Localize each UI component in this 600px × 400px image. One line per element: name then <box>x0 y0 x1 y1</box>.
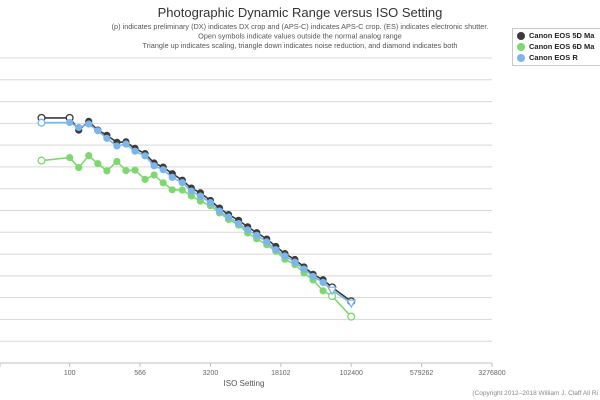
series-1 <box>37 152 356 321</box>
data-point <box>113 157 121 166</box>
data-point <box>244 226 252 234</box>
x-axis: 100 566 3200 18102 102400 579262 3276800 <box>0 363 506 377</box>
data-point <box>37 156 46 165</box>
data-point <box>75 123 83 132</box>
data-point <box>206 199 215 207</box>
data-point <box>159 166 167 174</box>
chart-subtitle-line-3: Triangle up indicates scaling, triangle … <box>143 41 458 50</box>
legend-label: Canon EOS 5D Ma <box>529 31 595 40</box>
legend-marker <box>517 42 525 51</box>
data-point <box>300 265 308 273</box>
data-point <box>347 312 356 321</box>
data-point <box>159 179 167 187</box>
x-tick-label: 100 <box>64 370 76 377</box>
data-point <box>141 175 149 183</box>
legend-item-5d-mark-iv[interactable]: Canon EOS 5D Ma <box>517 31 594 40</box>
data-point <box>187 187 195 195</box>
data-point <box>122 140 130 148</box>
data-point <box>122 167 130 175</box>
legend: Canon EOS 5D Ma Canon EOS 6D Ma Canon EO… <box>512 28 600 66</box>
data-point <box>253 231 261 239</box>
data-point <box>281 252 289 260</box>
legend-item-6d-mark-ii[interactable]: Canon EOS 6D Ma <box>517 42 594 51</box>
x-tick-label: 566 <box>134 370 146 377</box>
data-point <box>75 163 83 172</box>
data-point <box>141 152 149 160</box>
data-point <box>66 118 74 127</box>
data-point <box>37 118 46 127</box>
data-point <box>291 258 299 266</box>
x-axis-label: ISO Setting <box>224 379 265 388</box>
data-point <box>272 246 280 254</box>
data-point <box>196 192 205 200</box>
data-point <box>178 179 186 187</box>
x-tick-label: 3276800 <box>478 370 505 377</box>
copyright-credit: (Copyright 2012–2018 William J. Claff Al… <box>472 390 598 397</box>
data-point <box>263 238 271 246</box>
data-point <box>103 167 111 175</box>
data-point <box>215 207 224 215</box>
chart-subtitle-line-1: (p) indicates preliminary (DX) indicates… <box>112 22 489 31</box>
data-point <box>168 186 176 194</box>
data-point <box>103 134 111 142</box>
data-point <box>309 272 317 281</box>
data-point <box>346 299 357 309</box>
x-tick-label: 102400 <box>340 370 363 377</box>
data-point <box>66 153 74 162</box>
data-point <box>131 166 139 174</box>
chart-subtitle-line-2: Open symbols indicate values outside the… <box>198 32 402 41</box>
data-point <box>327 286 338 296</box>
x-tick-label: 3200 <box>203 370 219 377</box>
data-point <box>234 219 243 228</box>
data-point <box>94 127 102 135</box>
series-layer <box>37 113 357 321</box>
data-point <box>178 186 186 194</box>
x-tick-label: 579262 <box>410 370 433 377</box>
legend-label: Canon EOS R <box>529 53 578 62</box>
x-tick-label: 18102 <box>271 370 291 377</box>
grid <box>0 57 492 364</box>
data-point <box>85 152 93 160</box>
series-2 <box>37 118 357 309</box>
data-point <box>131 147 139 155</box>
legend-label: Canon EOS 6D Ma <box>529 42 595 51</box>
data-point <box>150 171 158 179</box>
data-point <box>150 162 158 170</box>
data-point <box>319 278 327 286</box>
data-point <box>85 120 93 128</box>
data-point <box>224 213 233 221</box>
legend-item-eos-r[interactable]: Canon EOS R <box>517 53 578 62</box>
legend-marker <box>517 31 525 40</box>
series-line <box>41 154 352 318</box>
data-point <box>94 160 102 168</box>
chart-title: Photographic Dynamic Range versus ISO Se… <box>158 5 443 20</box>
data-point <box>168 173 176 181</box>
data-point <box>319 287 327 295</box>
data-point <box>196 197 205 205</box>
legend-marker <box>517 53 525 62</box>
data-point <box>113 142 121 150</box>
